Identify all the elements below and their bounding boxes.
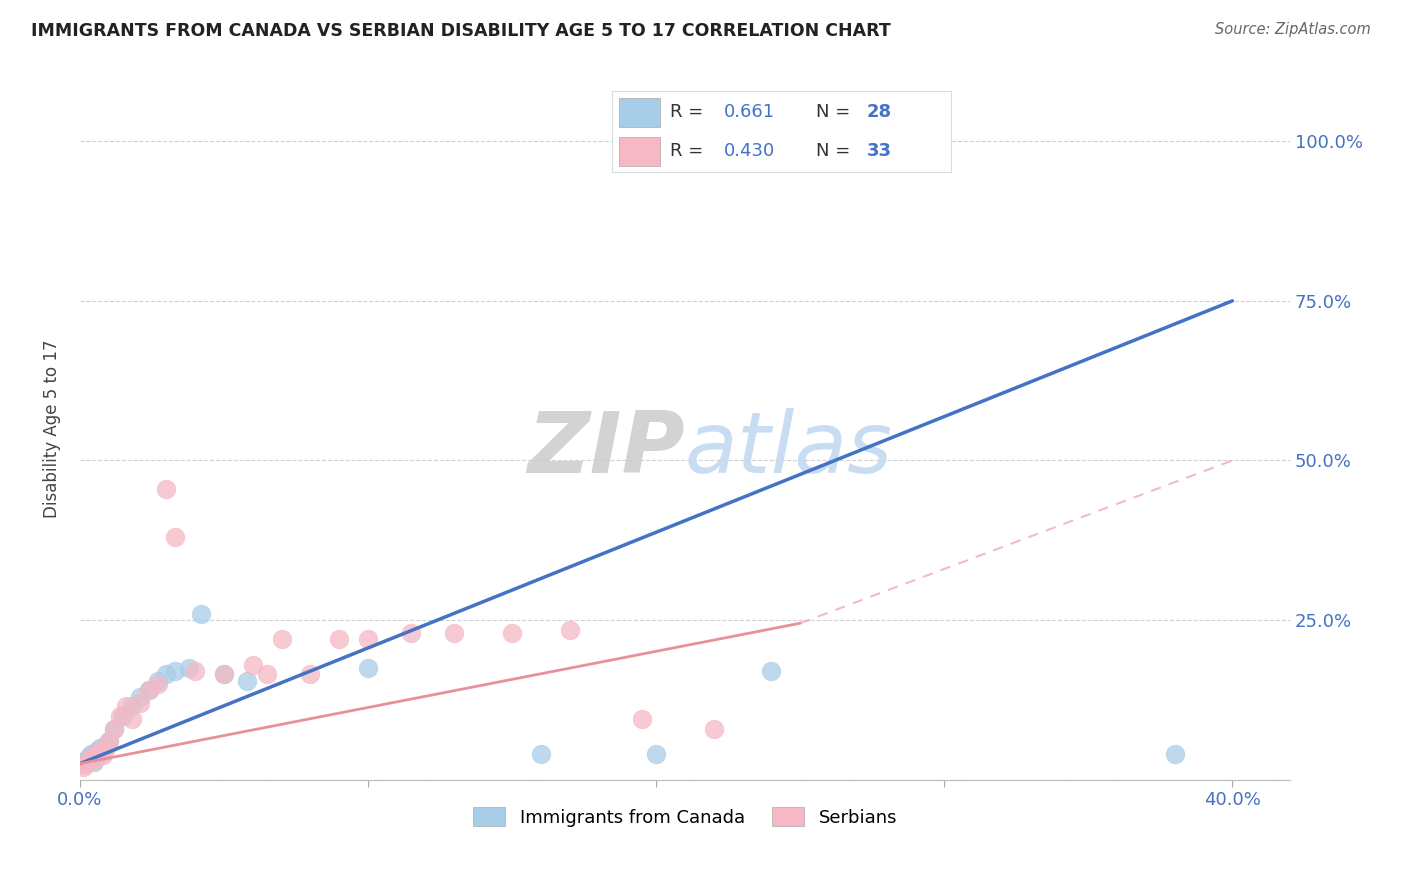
Point (256, 667, 278, 681)
Point (97, 734, 120, 748)
Point (72, 756, 94, 771)
Point (1164, 747, 1187, 761)
Point (163, 664, 186, 678)
Point (184, 664, 207, 678)
Point (146, 673, 169, 688)
Point (190, 607, 212, 621)
Point (179, 661, 201, 675)
Point (91, 746, 114, 760)
Text: Source: ZipAtlas.com: Source: ZipAtlas.com (1215, 22, 1371, 37)
Point (86, 747, 108, 761)
Point (103, 722, 125, 736)
Point (357, 632, 380, 647)
Point (103, 722, 125, 736)
Point (138, 683, 160, 698)
Point (89, 744, 111, 758)
Point (94, 740, 117, 755)
Point (163, 530, 186, 544)
Legend: Immigrants from Canada, Serbians: Immigrants from Canada, Serbians (465, 800, 904, 834)
Point (155, 482, 177, 496)
Point (108, 708, 131, 723)
Text: atlas: atlas (685, 409, 893, 491)
Point (399, 625, 422, 640)
Point (703, 722, 725, 736)
Point (80, 747, 103, 761)
Point (77, 754, 100, 768)
Point (75, 756, 97, 771)
Point (155, 667, 177, 681)
Point (129, 696, 152, 710)
Point (89, 740, 111, 755)
Point (97, 734, 120, 748)
Point (121, 712, 143, 726)
Point (558, 623, 581, 637)
Point (212, 667, 235, 681)
Point (630, 712, 652, 726)
Point (146, 677, 169, 691)
Y-axis label: Disability Age 5 to 17: Disability Age 5 to 17 (44, 339, 60, 517)
Point (72, 760, 94, 774)
Point (115, 699, 138, 714)
Point (80, 750, 103, 764)
Text: IMMIGRANTS FROM CANADA VS SERBIAN DISABILITY AGE 5 TO 17 CORRELATION CHART: IMMIGRANTS FROM CANADA VS SERBIAN DISABI… (31, 22, 890, 40)
Point (530, 747, 553, 761)
Point (876, 153, 898, 168)
Point (645, 747, 668, 761)
Point (94, 738, 117, 752)
Point (91, 748, 114, 763)
Point (83, 754, 105, 768)
Point (112, 708, 135, 723)
Point (86, 744, 108, 758)
Point (443, 625, 465, 640)
Point (236, 673, 259, 688)
Point (129, 690, 152, 704)
Point (75, 754, 97, 768)
Point (242, 657, 264, 672)
Point (761, 664, 783, 678)
Point (121, 699, 143, 714)
Point (83, 755, 105, 769)
Point (501, 625, 523, 640)
Point (77, 750, 100, 764)
Point (299, 667, 322, 681)
Point (212, 667, 235, 681)
Point (138, 683, 160, 698)
Text: ZIP: ZIP (527, 409, 685, 491)
Point (328, 632, 350, 647)
Point (357, 661, 380, 675)
Point (270, 632, 292, 647)
